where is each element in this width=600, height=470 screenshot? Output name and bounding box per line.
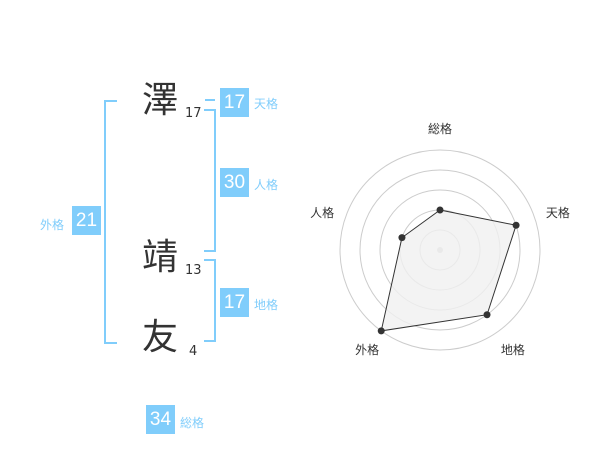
radar-point — [512, 221, 520, 229]
gaikaku-bracket — [104, 100, 117, 344]
radar-point — [436, 206, 444, 214]
stroke-count-1: 17 — [185, 106, 202, 121]
chikaku-value: 17 — [220, 288, 249, 317]
stroke-count-3: 4 — [189, 344, 198, 359]
soukaku-value: 34 — [146, 405, 175, 434]
soukaku-label: 総格 — [180, 416, 205, 430]
jinkaku-label: 人格 — [254, 178, 279, 192]
name-char-3: 友 — [142, 317, 179, 358]
radar-axis-label: 総格 — [428, 122, 453, 136]
gaikaku-value: 21 — [72, 206, 101, 235]
name-char-1: 澤 — [142, 80, 179, 121]
radar-axis-label: 地格 — [500, 342, 525, 357]
radar-ring — [359, 169, 521, 331]
radar-axis-label: 外格 — [355, 342, 380, 357]
jinkaku-value: 30 — [220, 168, 249, 197]
radar-axis-label: 人格 — [310, 206, 335, 221]
chikaku-label: 地格 — [254, 298, 279, 312]
tenkaku-label: 天格 — [254, 97, 279, 111]
radar-ring — [339, 149, 541, 351]
tenkaku-value: 17 — [220, 88, 249, 117]
stroke-count-2: 13 — [185, 263, 202, 278]
radar-point — [377, 327, 385, 335]
jinkaku-bracket — [204, 109, 216, 252]
radar-point — [398, 234, 406, 242]
radar-point — [483, 311, 491, 319]
chikaku-bracket — [204, 259, 216, 342]
tenkaku-bracket — [205, 99, 215, 101]
radar-axis-label: 天格 — [545, 206, 570, 221]
name-char-2: 靖 — [142, 237, 179, 278]
gaikaku-label: 外格 — [40, 218, 65, 232]
radar-area — [380, 209, 517, 332]
